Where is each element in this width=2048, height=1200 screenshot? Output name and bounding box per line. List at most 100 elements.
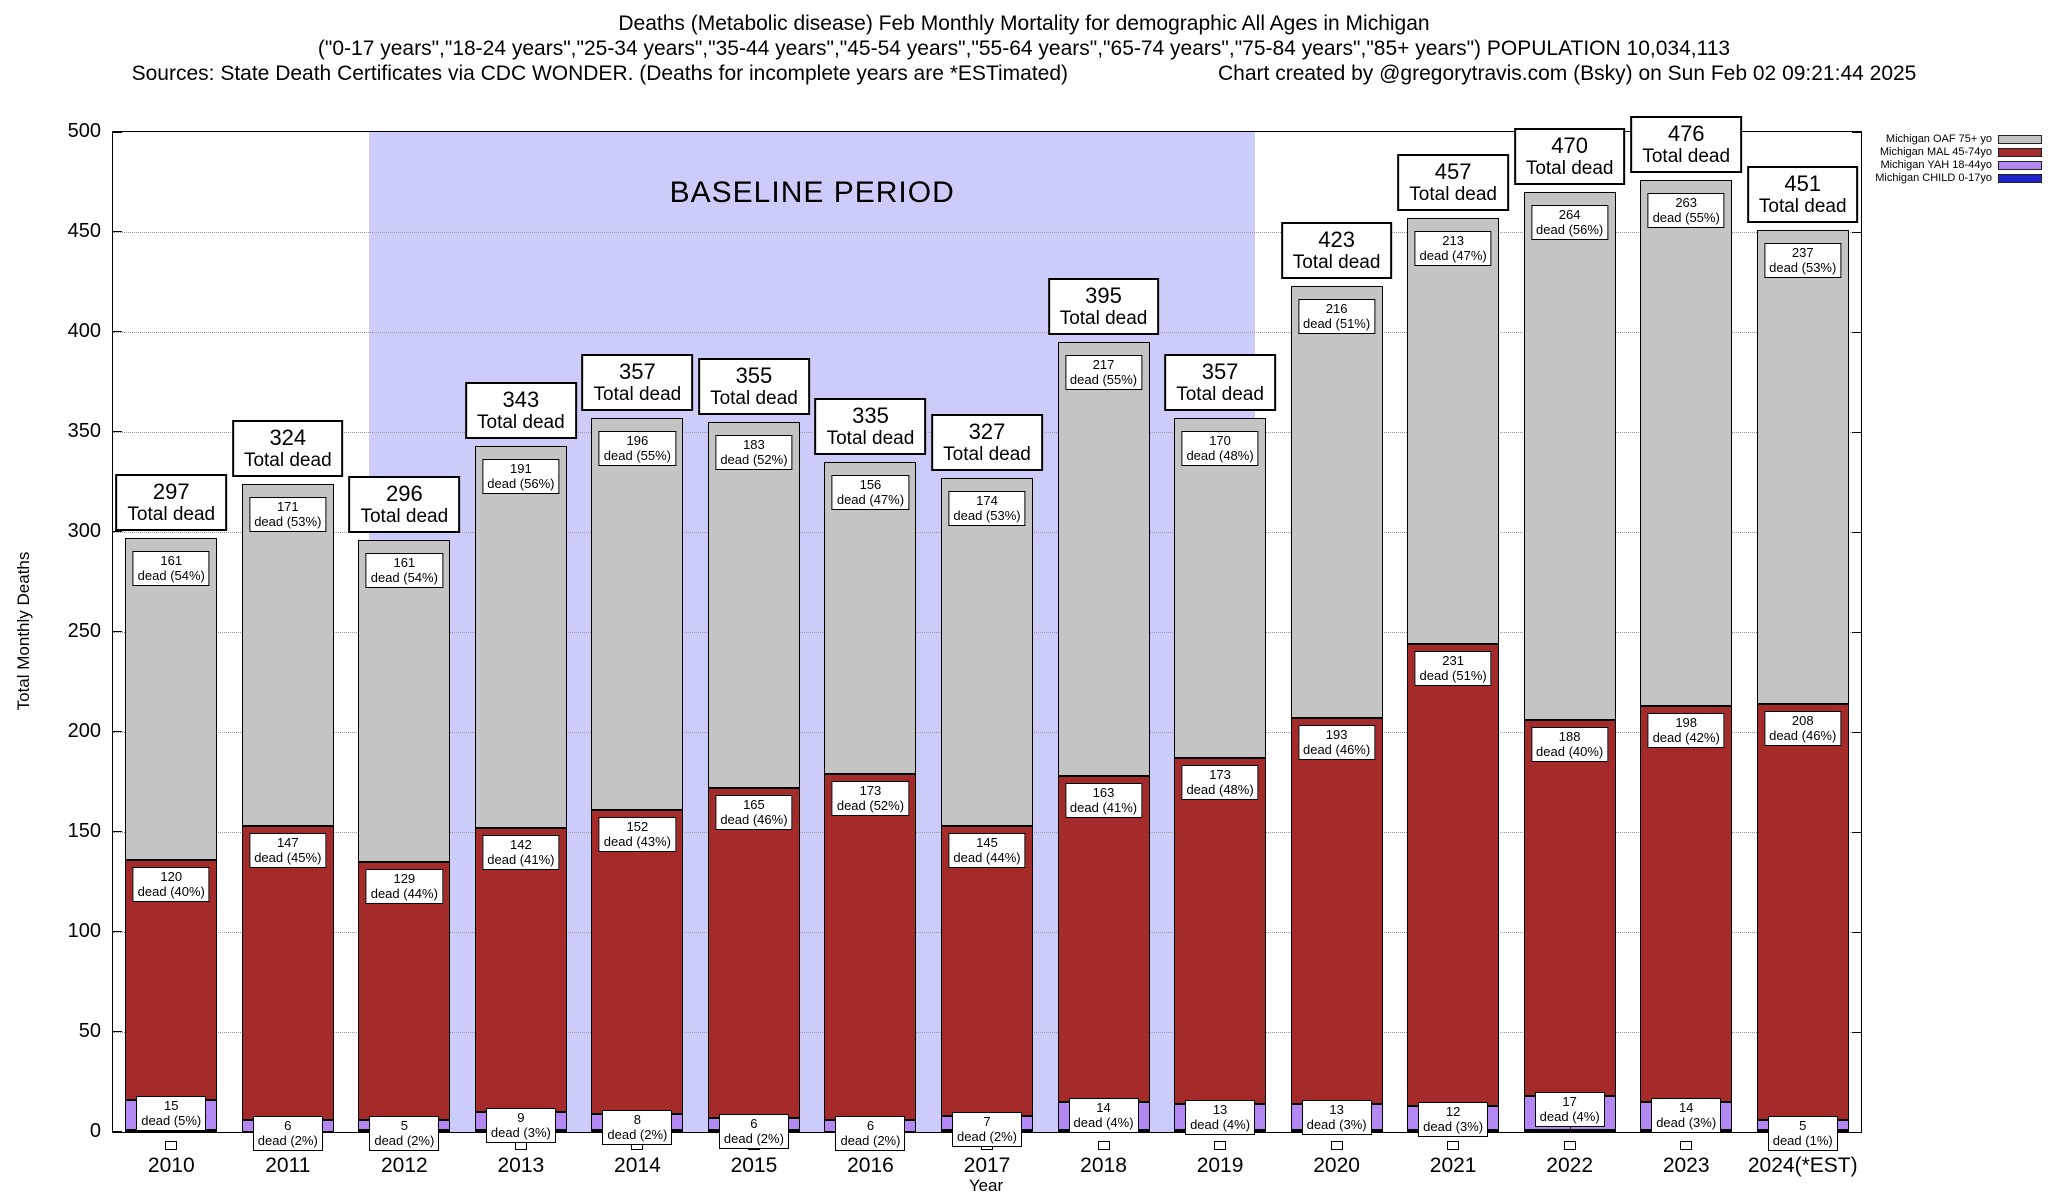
- segment-percent: dead (44%): [953, 850, 1021, 866]
- legend-item: Michigan CHILD 0-17yo: [1875, 172, 2042, 184]
- total-label: 357 Total dead: [1164, 354, 1276, 412]
- segment-percent: dead (55%): [1069, 372, 1138, 388]
- total-label-text: Total dead: [826, 428, 915, 450]
- segment-count: 145: [976, 835, 998, 850]
- segment-label-oaf: 174 dead (53%): [948, 491, 1026, 526]
- segment-label-oaf: 156 dead (47%): [831, 475, 910, 510]
- total-count: 476: [1667, 121, 1705, 146]
- segment-percent: dead (2%): [607, 1127, 668, 1143]
- total-label: 470 Total dead: [1513, 128, 1626, 186]
- total-label-text: Total dead: [127, 504, 216, 526]
- total-label-text: Total dead: [360, 506, 449, 528]
- segment-label-yah: 9 dead (3%): [485, 1108, 556, 1143]
- total-count: 335: [852, 403, 889, 428]
- segment-percent: dead (40%): [1536, 744, 1604, 760]
- x-tick-label: 2010: [147, 1154, 195, 1177]
- segment-percent: dead (2%): [723, 1131, 784, 1147]
- total-count: 355: [735, 363, 773, 388]
- segment-count: 163: [1092, 785, 1115, 800]
- segment-percent: dead (2%): [257, 1133, 318, 1149]
- segment-count: 17: [1562, 1094, 1577, 1109]
- y-tick: [113, 831, 122, 832]
- segment-label-mal: 165 dead (46%): [715, 795, 793, 830]
- child-marker: [1330, 1141, 1343, 1150]
- total-label: 343 Total dead: [465, 382, 577, 440]
- segment-percent: dead (46%): [1769, 728, 1837, 744]
- segment-label-yah: 5 dead (2%): [369, 1116, 440, 1151]
- segment-count: 174: [976, 493, 998, 508]
- segment-label-mal: 163 dead (41%): [1064, 783, 1143, 818]
- segment-label-oaf: 213 dead (47%): [1414, 231, 1492, 266]
- segment-percent: dead (51%): [1302, 316, 1371, 332]
- bar-segment-oaf: [474, 446, 567, 828]
- plot-area: BASELINE PERIOD 0 50 100 150 200 250 300 350 400 4…: [68, 116, 1862, 1177]
- segment-label-mal: 142 dead (41%): [482, 835, 560, 870]
- total-label-text: Total dead: [593, 384, 682, 406]
- total-label: 324 Total dead: [231, 420, 344, 478]
- segment-count: 216: [1325, 301, 1348, 316]
- segment-percent: dead (2%): [840, 1133, 901, 1149]
- y-tick-right: [1852, 832, 1861, 833]
- total-count: 395: [1085, 283, 1122, 308]
- bar-segment-mal: [358, 862, 451, 1120]
- y-tick: [113, 431, 122, 432]
- bar-segment-oaf: [707, 422, 800, 788]
- segment-percent: dead (4%): [1539, 1109, 1600, 1125]
- segment-count: 142: [510, 837, 532, 852]
- legend-label: Michigan MAL 45-74yo: [1879, 146, 1992, 159]
- segment-label-mal: 129 dead (44%): [365, 869, 443, 904]
- x-axis-title: Year: [968, 1176, 1004, 1195]
- bar-segment-mal: [1523, 720, 1616, 1096]
- segment-percent: dead (52%): [720, 452, 788, 468]
- segment-label-oaf: 161 dead (54%): [365, 553, 443, 588]
- y-tick-right: [1852, 732, 1861, 733]
- segment-label-yah: 7 dead (2%): [952, 1112, 1022, 1147]
- legend-label: Michigan OAF 75+ yo: [1885, 133, 1992, 145]
- bar-segment-mal: [474, 828, 567, 1112]
- total-label-text: Total dead: [943, 444, 1031, 466]
- segment-percent: dead (53%): [1769, 260, 1837, 276]
- segment-label-oaf: 170 dead (48%): [1181, 431, 1259, 466]
- bar-segment-oaf: [241, 484, 334, 826]
- segment-count: 152: [626, 819, 649, 834]
- x-tick-label: 2019: [1196, 1154, 1244, 1177]
- segment-label-mal: 173 dead (48%): [1181, 765, 1259, 800]
- y-tick: [113, 1031, 122, 1032]
- total-label-text: Total dead: [1409, 184, 1497, 206]
- segment-count: 213: [1442, 233, 1464, 248]
- child-marker: [1563, 1141, 1576, 1150]
- segment-label-mal: 193 dead (46%): [1297, 725, 1376, 760]
- segment-percent: dead (48%): [1186, 448, 1254, 464]
- segment-label-mal: 198 dead (42%): [1647, 713, 1725, 748]
- segment-count: 6: [284, 1118, 292, 1133]
- y-tick: [113, 231, 122, 232]
- bar-segment-oaf: [358, 540, 451, 862]
- legend: Michigan OAF 75+ yo Michigan MAL 45-74yo M…: [1875, 133, 2042, 184]
- total-label-text: Total dead: [1642, 146, 1731, 168]
- segment-label-yah: 6 dead (2%): [835, 1116, 906, 1151]
- segment-percent: dead (40%): [137, 884, 205, 900]
- total-count: 324: [269, 425, 307, 450]
- baseline-region-label: BASELINE PERIOD: [669, 176, 955, 209]
- legend-swatch: [1998, 147, 2042, 157]
- segment-count: 188: [1558, 729, 1581, 744]
- segment-label-yah: 5 dead (1%): [1767, 1116, 1838, 1151]
- legend-label: Michigan CHILD 0-17yo: [1875, 172, 1992, 185]
- bar-segment-oaf: [591, 418, 684, 810]
- y-tick-label: 0: [89, 1120, 101, 1142]
- child-marker: [1447, 1141, 1460, 1150]
- child-marker: [1097, 1141, 1110, 1150]
- segment-percent: dead (55%): [603, 448, 671, 464]
- segment-count: 147: [276, 835, 299, 850]
- segment-percent: dead (56%): [487, 476, 555, 492]
- segment-label-mal: 120 dead (40%): [132, 867, 210, 902]
- total-label: 395 Total dead: [1047, 278, 1160, 336]
- segment-count: 237: [1791, 245, 1814, 260]
- segment-label-yah: 6 dead (2%): [252, 1116, 323, 1151]
- segment-count: 14: [1678, 1100, 1694, 1115]
- segment-count: 12: [1445, 1104, 1461, 1119]
- legend-swatch: [1998, 134, 2042, 144]
- total-count: 357: [619, 359, 656, 384]
- total-label-text: Total dead: [710, 388, 798, 410]
- bar-segment-oaf: [1640, 180, 1733, 706]
